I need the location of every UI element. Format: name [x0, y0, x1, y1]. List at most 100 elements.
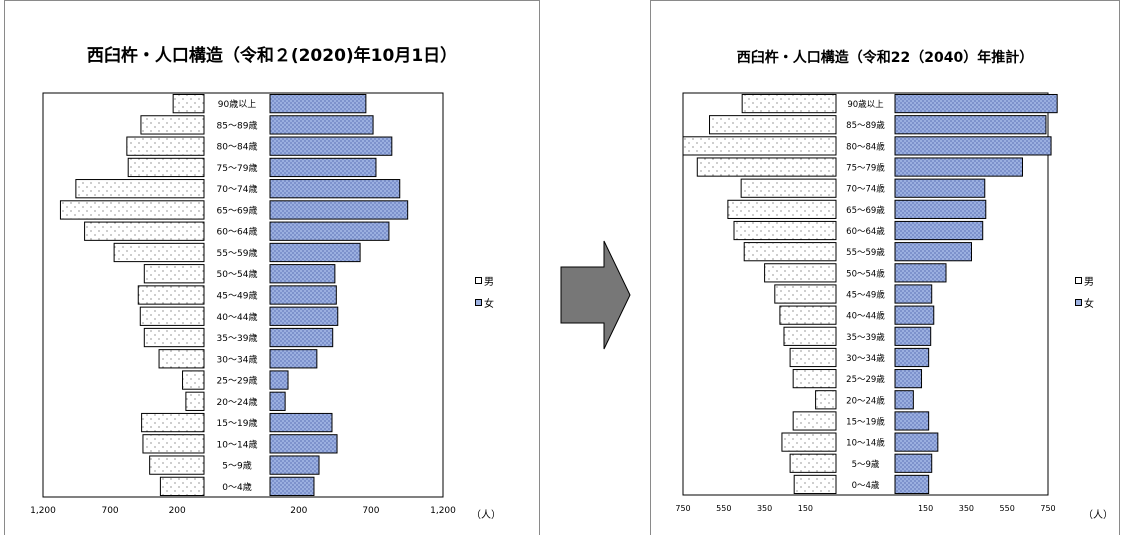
- age-label: 75～79歳: [846, 163, 885, 174]
- male-swatch: [475, 276, 482, 284]
- female-bar: [894, 453, 933, 473]
- age-label: 5～9歳: [222, 460, 251, 472]
- age-label: 15～19歳: [846, 416, 885, 427]
- age-label: 10～14歳: [846, 438, 885, 449]
- male-bar: [84, 221, 205, 241]
- age-label: 60～64歳: [217, 226, 258, 238]
- male-bar: [783, 326, 837, 346]
- female-bar: [269, 179, 401, 199]
- male-bar: [126, 136, 205, 156]
- female-bar: [894, 284, 933, 304]
- female-bar: [269, 157, 377, 178]
- female-bar: [269, 476, 315, 497]
- male-bar: [764, 263, 837, 283]
- age-label: 35～39歳: [846, 332, 885, 343]
- age-label: 80～84歳: [846, 141, 885, 152]
- female-bar: [894, 178, 986, 198]
- male-bar: [781, 432, 837, 452]
- male-bar: [139, 306, 205, 326]
- female-bar: [894, 305, 935, 325]
- male-bar: [75, 179, 205, 199]
- male-bar: [743, 242, 837, 262]
- age-label: 10～14歳: [217, 438, 258, 450]
- female-bar: [894, 411, 930, 431]
- legend-item-female: 女: [475, 295, 494, 310]
- legend-label-female: 女: [484, 298, 494, 310]
- female-bar: [894, 390, 914, 410]
- axis-tick-label: 700: [101, 506, 118, 516]
- axis-tick-label: 350: [959, 504, 974, 513]
- male-bar: [682, 136, 837, 156]
- age-label: 90歳以上: [847, 99, 884, 110]
- age-label: 80～84歳: [217, 141, 258, 153]
- age-label: 85～89歳: [846, 120, 885, 131]
- female-bar: [269, 434, 338, 454]
- plot-frame: [682, 92, 1049, 496]
- male-swatch: [1075, 276, 1082, 284]
- female-bar: [269, 200, 409, 220]
- male-bar: [792, 411, 837, 431]
- right-arrow-icon: [560, 240, 631, 350]
- female-bar: [894, 326, 932, 346]
- age-label: 70～74歳: [846, 184, 885, 195]
- legend-item-male: 男: [1075, 273, 1094, 288]
- axis-tick-label: 550: [1000, 504, 1015, 513]
- left-chart-panel: 西臼杵・人口構造（令和２(2020)年10月1日） 90歳以上 85～89歳 80～…: [4, 0, 540, 535]
- female-bar: [894, 263, 947, 283]
- male-bar: [792, 369, 837, 389]
- age-label: 5～9歳: [852, 459, 880, 470]
- axis-tick-label: 350: [757, 504, 772, 513]
- age-label: 35～39歳: [217, 332, 258, 344]
- male-bar: [793, 474, 837, 495]
- male-bar: [779, 305, 837, 325]
- unit-label: （人）: [471, 510, 501, 521]
- age-label: 55～59歳: [217, 247, 258, 259]
- age-label: 50～54歳: [846, 268, 885, 279]
- male-bar: [143, 264, 205, 284]
- female-bar: [269, 391, 286, 411]
- right-chart-panel: 西臼杵・人口構造（令和22（2040）年推計） 90歳以上 85～89歳 80～84…: [650, 0, 1120, 535]
- female-swatch: [1075, 298, 1082, 306]
- female-bar: [894, 474, 930, 495]
- male-bar: [137, 285, 205, 305]
- age-label: 0～4歳: [852, 480, 880, 491]
- chart-title: 西臼杵・人口構造（令和２(2020)年10月1日）: [86, 46, 458, 66]
- age-label: 25～29歳: [217, 375, 258, 387]
- age-label: 20～24歳: [846, 395, 885, 406]
- axis-tick-label: 750: [675, 504, 690, 513]
- female-bar: [894, 220, 984, 241]
- axis-tick-label: 200: [169, 506, 186, 516]
- left-pyramid-chart: 90歳以上 85～89歳 80～84歳 75～79歳 70～74歳 65～69歳 60～64…: [30, 92, 456, 516]
- female-bar: [269, 285, 337, 305]
- female-bar: [894, 157, 1023, 177]
- age-label: 90歳以上: [218, 98, 256, 110]
- female-bar: [269, 115, 374, 135]
- axis-tick-label: 1,200: [30, 506, 56, 516]
- right-pyramid-chart: 90歳以上 85～89歳 80～84歳 75～79歳 70～74歳 65～69歳 60～64…: [675, 92, 1058, 513]
- female-bar: [269, 327, 334, 348]
- female-bar: [269, 306, 339, 326]
- female-swatch: [475, 298, 482, 306]
- legend-label-female: 女: [1084, 298, 1094, 310]
- axis-tick-label: 150: [798, 504, 813, 513]
- axis-tick-label: 1,200: [430, 506, 456, 516]
- male-bar: [172, 93, 205, 114]
- male-bar: [696, 157, 837, 177]
- age-label: 85～89歳: [217, 119, 258, 131]
- female-bar: [269, 349, 318, 369]
- male-bar: [709, 115, 837, 135]
- female-bar: [894, 369, 923, 389]
- age-label: 45～49歳: [846, 290, 885, 301]
- axis-tick-label: 150: [918, 504, 933, 513]
- female-bar: [269, 242, 361, 263]
- female-bar: [269, 370, 289, 390]
- legend-label-male: 男: [1084, 276, 1094, 288]
- age-label: 15～19歳: [217, 417, 258, 429]
- male-bar: [159, 476, 205, 497]
- male-bar: [741, 93, 837, 114]
- male-bar: [141, 412, 205, 433]
- age-label: 20～24歳: [217, 396, 258, 408]
- female-bar: [894, 199, 987, 219]
- male-bar: [149, 455, 205, 475]
- female-bar: [269, 93, 367, 114]
